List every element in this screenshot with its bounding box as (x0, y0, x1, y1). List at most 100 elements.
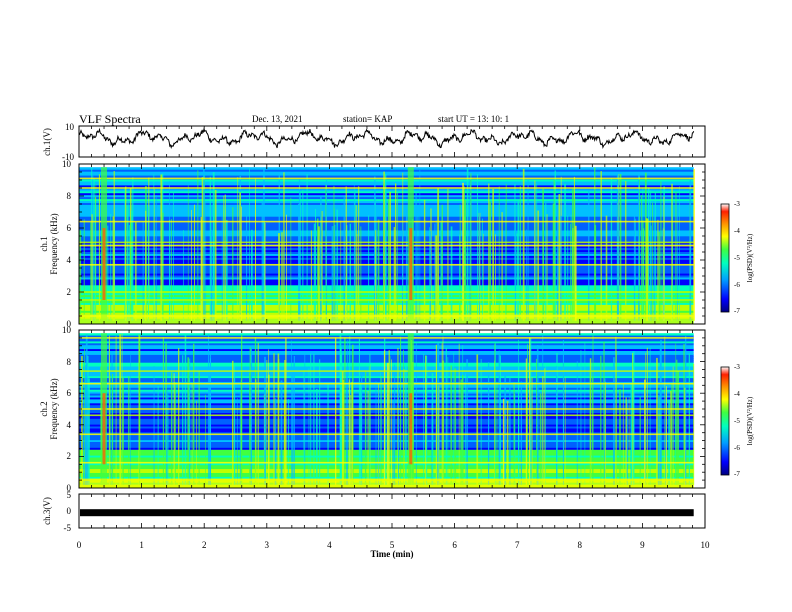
spectrogram-burst (249, 168, 250, 321)
spectrogram-burst (459, 234, 460, 321)
spectrogram-burst (536, 183, 538, 321)
spectrogram-burst (95, 184, 97, 321)
spectrogram-burst (671, 183, 673, 321)
spectrogram-band (79, 264, 694, 266)
spectrogram-burst (375, 230, 377, 321)
spectrogram-burst (232, 207, 234, 321)
spectrogram-burst (343, 197, 345, 321)
spectrogram-burst (644, 172, 647, 321)
spectrogram-burst (520, 381, 522, 485)
spectrogram-band (79, 337, 694, 339)
spectrogram-burst (447, 189, 449, 321)
spectrogram-band (79, 299, 694, 301)
spectrogram-burst (415, 343, 417, 485)
spectrogram-burst (610, 178, 613, 321)
spectrogram-burst (98, 174, 100, 321)
spectrogram-burst (664, 336, 666, 485)
spectrogram-burst (326, 179, 327, 321)
spectrogram-burst (518, 365, 520, 485)
spectrogram-row (79, 362, 694, 365)
spectrogram-burst (148, 206, 149, 321)
spectrogram-burst (303, 370, 305, 485)
spectrogram-burst (572, 188, 574, 321)
spectrogram-burst (389, 191, 391, 321)
spectrogram-burst (529, 337, 532, 485)
spectrogram-burst (434, 223, 436, 321)
ch1-colorbar-tick-5: -5 (734, 254, 740, 262)
spectrogram-burst (167, 394, 169, 485)
spectrogram-burst (110, 214, 112, 321)
spectrogram-burst (429, 231, 432, 321)
spectrogram-band (79, 187, 694, 189)
spectrogram-burst (369, 354, 371, 485)
spectrogram-burst (380, 375, 382, 485)
spectrogram-burst (171, 372, 173, 485)
spectrogram-burst (340, 220, 342, 321)
spectrogram-burst (236, 398, 238, 485)
spectrogram-burst (135, 222, 137, 321)
spectrogram-row (79, 342, 694, 346)
spectrogram-burst (280, 380, 283, 485)
spectrogram-burst (495, 234, 496, 321)
spectrogram-burst (417, 216, 419, 321)
spectrogram-burst (556, 366, 558, 485)
spectrogram-burst (462, 375, 464, 485)
spectrogram-burst (110, 375, 111, 485)
spectrogram-burst (677, 370, 679, 485)
ch1-ytick-bottom: -10 (62, 152, 74, 162)
spectrogram-burst (321, 211, 323, 321)
spectrogram-burst (383, 183, 384, 321)
ch1-spectrogram-panel: 0 2 4 6 8 10 ch.1 Frequency (kHz) (39, 159, 706, 329)
spectrogram-row (79, 169, 694, 172)
spectrogram-burst (209, 176, 211, 321)
spectrogram-burst (173, 373, 175, 485)
spectrogram-burst (290, 197, 292, 321)
spectrogram-burst (348, 379, 350, 485)
spectrogram-row (79, 346, 694, 350)
spectrogram-row (79, 377, 694, 381)
spectrogram-burst (400, 336, 402, 485)
spectrogram-burst (592, 335, 594, 485)
spectrogram-low-band (79, 314, 694, 324)
spectrogram-burst (173, 192, 174, 321)
ch2-spectrogram-ticks (78, 329, 706, 489)
spectrogram-burst (237, 177, 239, 321)
spectrogram-burst (498, 186, 500, 321)
ch1-waveform-ylabel: ch.1(V) (42, 128, 52, 156)
ch2-ytick-10: 10 (62, 325, 72, 335)
spectrogram-low-band (79, 478, 694, 488)
spectrogram-burst (505, 203, 506, 321)
spectrogram-burst (353, 181, 355, 321)
spectrogram-burst (518, 339, 519, 485)
ch1-ytick-top: 10 (65, 122, 75, 132)
spectrogram-burst (447, 357, 449, 485)
spectrogram-burst (368, 366, 370, 485)
spectrogram-burst (415, 192, 417, 321)
spectrogram-row (79, 348, 694, 351)
spectrogram-band (79, 414, 694, 417)
spectrogram-row (79, 335, 694, 338)
ch1-colorbar-tick-6: -6 (734, 281, 740, 289)
spectrogram-burst (589, 370, 591, 485)
ch1-colorbar-tick-7: -7 (734, 307, 740, 315)
spectrogram-burst (670, 390, 672, 485)
spectrogram-burst (304, 351, 306, 485)
spectrogram-burst (354, 189, 356, 321)
spectrogram-row (79, 356, 694, 359)
spectrogram-burst (679, 186, 680, 321)
spectrogram-burst (564, 183, 566, 321)
time-tick-label: 5 (390, 540, 395, 550)
spectrogram-burst (115, 336, 117, 485)
spectrogram-row (79, 175, 694, 178)
spectrogram-burst (649, 348, 651, 485)
spectrogram-burst (257, 343, 259, 485)
spectrogram-burst (574, 198, 576, 321)
spectrogram-burst (501, 212, 503, 321)
ch3-waveform-ticks (78, 494, 706, 528)
spectrogram-burst (626, 399, 628, 485)
spectrogram-row (79, 381, 694, 384)
spectrogram-burst (358, 186, 360, 321)
spectrogram-row (79, 375, 694, 379)
spectrogram-burst (153, 366, 155, 485)
spectrogram-burst (298, 179, 301, 321)
